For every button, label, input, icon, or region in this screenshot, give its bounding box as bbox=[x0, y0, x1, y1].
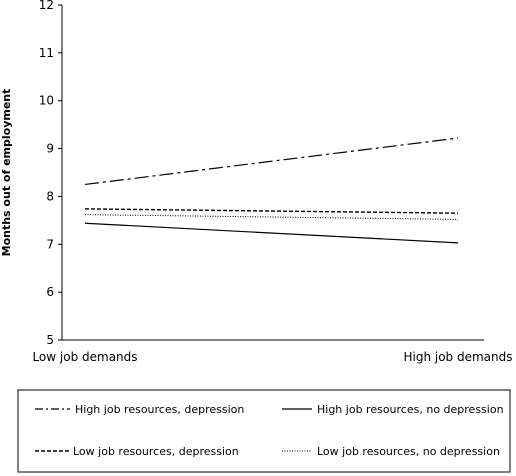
series-line-4 bbox=[84, 214, 459, 220]
legend-box bbox=[17, 389, 511, 473]
x-tick-label: High job demands bbox=[403, 350, 512, 364]
y-tick-label: 9 bbox=[46, 142, 54, 156]
series-line-3 bbox=[84, 208, 459, 214]
y-tick-label: 12 bbox=[39, 0, 54, 12]
series-lines bbox=[84, 137, 459, 244]
y-tick-label: 11 bbox=[39, 46, 54, 60]
x-tick-label: Low job demands bbox=[32, 350, 137, 364]
legend-label-1: High job resources, depression bbox=[75, 403, 244, 416]
series-line-1 bbox=[84, 137, 459, 186]
legend: High job resources, depression High job r… bbox=[35, 403, 504, 458]
legend-label-4: Low job resources, no depression bbox=[317, 445, 500, 458]
y-ticks: 5 6 7 8 9 10 11 12 bbox=[39, 0, 62, 347]
y-tick-label: 10 bbox=[39, 94, 54, 108]
y-tick-label: 6 bbox=[46, 285, 54, 299]
y-tick-label: 7 bbox=[46, 237, 54, 251]
y-axis-title: Months out of employment bbox=[0, 89, 13, 257]
plot-area: 5 6 7 8 9 10 11 12 Low job demands High job dema… bbox=[32, 0, 512, 364]
legend-label-2: High job resources, no depression bbox=[317, 403, 504, 416]
x-ticks: Low job demands High job demands bbox=[32, 350, 512, 364]
y-tick-label: 5 bbox=[46, 333, 54, 347]
y-tick-label: 8 bbox=[46, 189, 54, 203]
legend-label-3: Low job resources, depression bbox=[73, 445, 239, 458]
series-line-2 bbox=[84, 222, 459, 244]
